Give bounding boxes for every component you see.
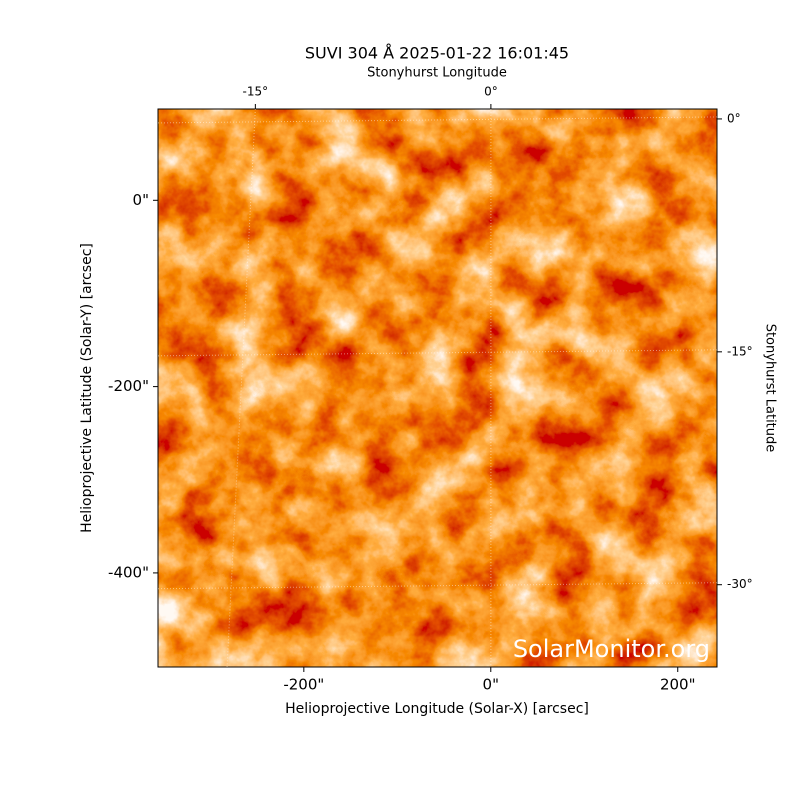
grid-line	[157, 116, 718, 124]
x2-axis-label: Stonyhurst Longitude	[367, 66, 507, 81]
y2-axis-label: Stonyhurst Latitude	[763, 324, 778, 453]
x-tick-label: -200"	[283, 676, 324, 694]
y-tick-label: -200"	[108, 377, 149, 395]
y2-tick-label: -30°	[727, 577, 753, 591]
grid-line	[226, 108, 256, 668]
watermark: SolarMonitor.org	[513, 635, 710, 663]
plot-frame	[157, 108, 718, 668]
x-axis-label: Helioprojective Longitude (Solar-X) [arc…	[285, 701, 589, 717]
y-axis-label: Helioprojective Latitude (Solar-Y) [arcs…	[79, 243, 95, 533]
x-tick-label: 0"	[483, 676, 499, 694]
chart-title: SUVI 304 Å 2025-01-22 16:01:45	[305, 44, 569, 63]
y-tick-label: 0"	[133, 191, 149, 209]
solar-image	[158, 109, 717, 667]
x2-tick-label: -15°	[243, 85, 269, 99]
y-tick-label: -400"	[108, 563, 149, 581]
y2-tick-label: -15°	[727, 344, 753, 358]
x-tick-label: 200"	[660, 676, 696, 694]
x2-tick-label: 0°	[484, 85, 498, 99]
grid-line	[157, 582, 718, 590]
y2-tick-label: 0°	[727, 111, 741, 125]
grid-line	[157, 349, 718, 357]
